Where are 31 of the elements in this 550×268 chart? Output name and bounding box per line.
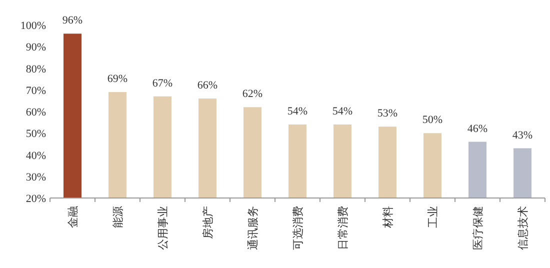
data-label: 54% <box>287 105 308 118</box>
y-tick-label: 30% <box>26 171 46 184</box>
y-tick-label: 100% <box>20 20 46 32</box>
data-label: 66% <box>197 80 218 92</box>
x-tick-label: 金融 <box>68 206 80 228</box>
data-label: 62% <box>242 88 263 100</box>
data-label: 50% <box>422 114 443 126</box>
data-label: 67% <box>152 77 173 90</box>
y-tick-label: 70% <box>26 84 46 97</box>
x-tick-label: 通讯服务 <box>246 206 260 250</box>
x-tick-label: 能源 <box>112 206 124 228</box>
x-tick-label: 材料 <box>382 206 394 229</box>
x-tick-label: 日常消费 <box>336 206 350 250</box>
y-tick-label: 60% <box>26 106 46 118</box>
data-label: 96% <box>62 14 83 27</box>
x-tick-label: 工业 <box>426 206 440 228</box>
x-tick-label: 公用事业 <box>156 206 170 250</box>
data-label: 54% <box>332 105 353 118</box>
y-tick-label: 80% <box>26 63 46 76</box>
x-tick-label: 医疗保健 <box>472 206 484 250</box>
data-label: 46% <box>467 122 488 135</box>
data-label: 69% <box>107 73 128 86</box>
y-tick-label: 40% <box>26 150 46 162</box>
y-tick-label: 20% <box>26 193 46 205</box>
y-tick-label: 50% <box>26 128 46 140</box>
x-tick-label: 信息技术 <box>516 206 530 250</box>
data-label: 53% <box>377 108 398 120</box>
x-tick-label: 可选消费 <box>292 206 304 250</box>
y-tick-label: 90% <box>26 42 46 54</box>
data-label: 43% <box>512 129 533 142</box>
x-tick-label: 房地产 <box>202 206 214 239</box>
